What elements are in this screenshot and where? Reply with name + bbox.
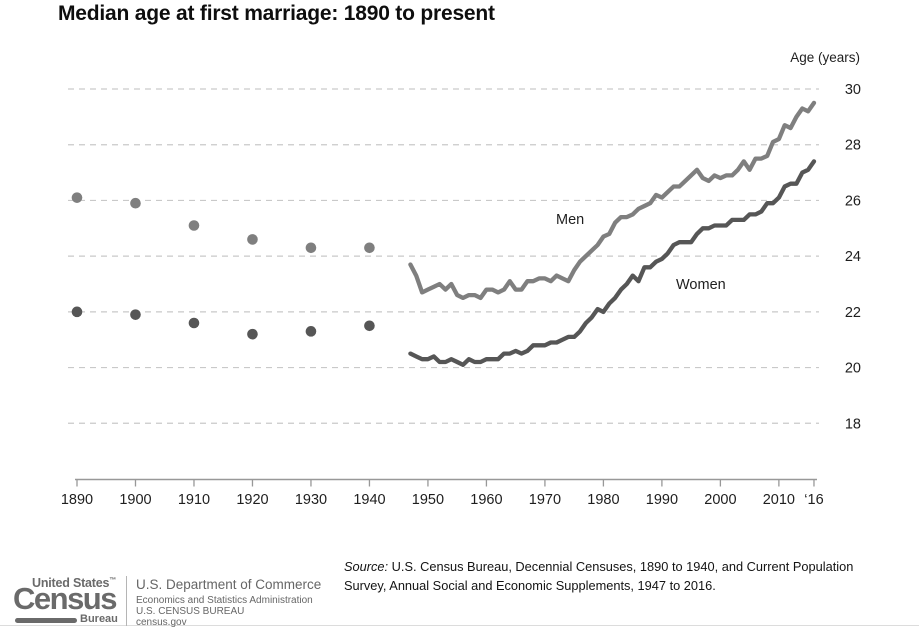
footer-separator <box>126 576 127 626</box>
x-tick-label-1890: 1890 <box>61 492 93 508</box>
dept-esa-label: Economics and Statistics Administration <box>136 595 313 606</box>
women-decennial-point-1900 <box>130 309 141 320</box>
y-tick-label-30: 30 <box>845 82 861 98</box>
source-note: Source: U.S. Census Bureau, Decennial Ce… <box>344 558 874 595</box>
x-tick-label-1940: 1940 <box>353 492 385 508</box>
page-title: Median age at first marriage: 1890 to pr… <box>58 2 495 25</box>
footer-divider-line <box>0 625 919 626</box>
logo-census-wordmark: Census <box>13 581 117 616</box>
women-decennial-point-1910 <box>188 317 200 329</box>
women-decennial-point-1940 <box>364 320 375 332</box>
x-tick-label-1960: 1960 <box>470 492 502 508</box>
source-text-line2: Survey, Annual Social and Economic Suppl… <box>344 577 716 593</box>
logo-underline-bar <box>15 618 77 623</box>
men-decennial-point-1940 <box>364 242 375 254</box>
source-label: Source: <box>344 559 389 574</box>
y-tick-label-24: 24 <box>845 249 861 265</box>
men-decennial-point-1910 <box>188 220 200 231</box>
logo-united-states-label: United States™ <box>32 576 116 590</box>
x-tick-label-1980: 1980 <box>587 492 619 508</box>
women-cps-line <box>408 159 817 367</box>
x-tick-label-1950: 1950 <box>412 492 444 508</box>
chart-canvas: 18 20 22 24 26 28 30 1890 1900 1910 1920 1930 1940 19… <box>61 82 861 508</box>
men-decennial-point-1890 <box>71 192 83 203</box>
x-tick-label-1970: 1970 <box>529 492 561 508</box>
source-text-line1: U.S. Census Bureau, Decennial Censuses, … <box>391 559 854 574</box>
dept-commerce-label: U.S. Department of Commerce <box>136 577 322 592</box>
series-label-women: Women <box>676 277 726 293</box>
women-decennial-point-1920 <box>247 328 258 340</box>
y-tick-label-28: 28 <box>845 138 861 154</box>
x-tick-label-2010: 2010 <box>763 492 795 508</box>
y-tick-label-26: 26 <box>845 193 861 209</box>
x-tick-label-1990: 1990 <box>646 492 678 508</box>
x-tick-label-1930: 1930 <box>295 492 327 508</box>
y-tick-label-18: 18 <box>845 416 861 432</box>
women-decennial-point-1930 <box>305 326 317 337</box>
men-decennial-point-1930 <box>305 242 317 254</box>
trademark-symbol: ™ <box>109 576 117 584</box>
logo-united-states-text: United States <box>32 576 110 590</box>
men-cps-line <box>408 100 817 301</box>
x-tick-label-1920: 1920 <box>236 492 268 508</box>
women-decennial-point-1890 <box>71 306 83 318</box>
x-tick-label-2016: ‘16 <box>804 492 823 508</box>
x-tick-label-1910: 1910 <box>178 492 210 508</box>
dept-census-bureau-label: U.S. CENSUS BUREAU <box>136 606 245 617</box>
men-decennial-point-1900 <box>130 197 141 209</box>
y-tick-label-20: 20 <box>845 361 861 377</box>
series-label-men: Men <box>556 212 585 228</box>
census-bureau-logo: United States™ Census Bureau <box>12 572 124 626</box>
x-tick-label-2000: 2000 <box>704 492 736 508</box>
y-tick-label-22: 22 <box>845 305 861 321</box>
x-tick-label-1900: 1900 <box>119 492 151 508</box>
department-block: U.S. Department of Commerce Economics an… <box>136 577 321 628</box>
logo-bureau-label: Bureau <box>80 613 118 625</box>
y-axis-title: Age (years) <box>790 50 860 65</box>
men-decennial-point-1920 <box>247 234 258 245</box>
dept-censusgov-label: census.gov <box>136 617 187 628</box>
